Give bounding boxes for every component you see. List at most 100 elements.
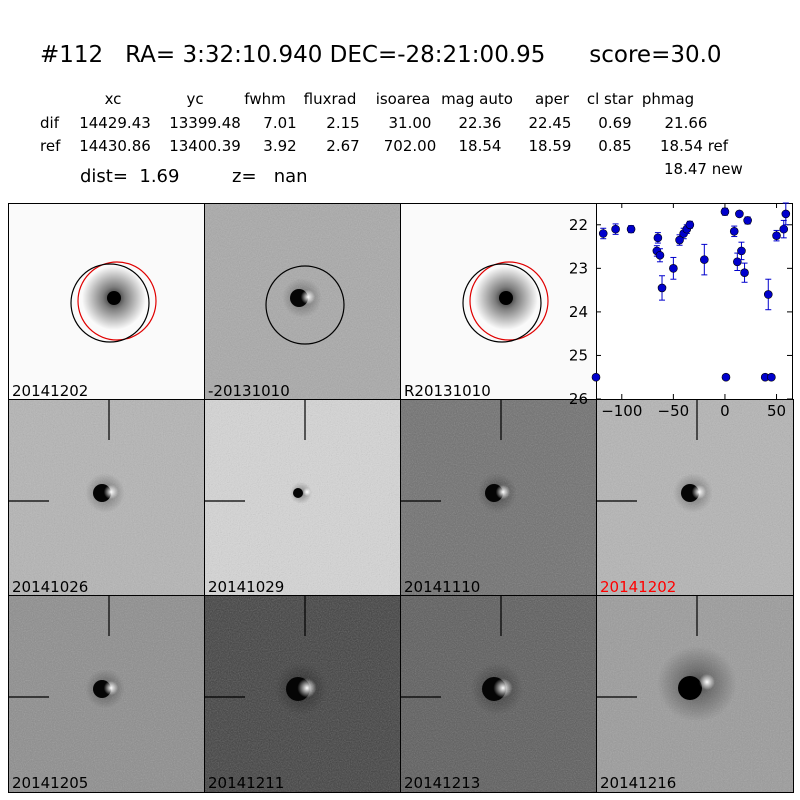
data-point bbox=[740, 268, 749, 277]
col-header-isoarea: isoarea bbox=[375, 90, 431, 108]
data-point bbox=[653, 233, 663, 243]
y-tick-label: 25 bbox=[569, 346, 588, 364]
table-cell: 3.92 bbox=[263, 137, 297, 155]
panel-date-label: R20131010 bbox=[404, 382, 491, 400]
image-panel: 20141216 bbox=[596, 595, 794, 793]
table-cell: 14430.86 bbox=[79, 137, 151, 155]
table-cell: 702.00 bbox=[383, 137, 437, 155]
table-cell: 14429.43 bbox=[79, 114, 151, 132]
col-header-cl-star: cl star bbox=[586, 90, 634, 108]
panel-date-label: 20141026 bbox=[12, 578, 89, 596]
col-header-fwhm: fwhm bbox=[244, 90, 286, 108]
row-label-ref: ref bbox=[40, 137, 61, 155]
image-panel: -20131010 bbox=[204, 203, 402, 401]
stamp-image bbox=[401, 400, 597, 596]
panel-date-label: -20131010 bbox=[208, 382, 290, 400]
table-cell: 2.15 bbox=[326, 114, 360, 132]
data-point bbox=[669, 264, 678, 273]
image-panel: 20141205 bbox=[8, 595, 206, 793]
dist-value: dist= 1.69 bbox=[80, 166, 180, 187]
image-panel: 20141029 bbox=[204, 399, 402, 597]
data-point bbox=[626, 224, 636, 234]
table-cell: 21.66 bbox=[664, 114, 708, 132]
table-cell: 22.36 bbox=[458, 114, 502, 132]
table-cell: 18.54 ref bbox=[660, 137, 729, 155]
data-point bbox=[721, 372, 731, 382]
y-tick-label: 23 bbox=[569, 259, 588, 277]
panel-date-label: 20141216 bbox=[600, 774, 677, 792]
image-panel: 20141026 bbox=[8, 399, 206, 597]
data-point bbox=[611, 224, 620, 234]
data-point bbox=[733, 257, 742, 267]
data-point bbox=[720, 207, 730, 217]
plot-frame bbox=[596, 203, 793, 400]
data-point bbox=[743, 216, 752, 225]
image-panel: R20131010 bbox=[400, 203, 598, 401]
x-tick-label: −50 bbox=[658, 402, 690, 420]
stamp-image bbox=[205, 204, 401, 400]
stamp-image bbox=[9, 400, 205, 596]
table-cell: 13400.39 bbox=[169, 137, 241, 155]
data-point bbox=[598, 229, 608, 238]
image-panel: 20141202 bbox=[596, 399, 794, 597]
data-point bbox=[700, 255, 709, 264]
table-cell: 2.67 bbox=[326, 137, 360, 155]
stamp-image bbox=[401, 596, 597, 792]
y-tick-label: 22 bbox=[569, 216, 588, 234]
stamp-image bbox=[205, 596, 401, 792]
data-point bbox=[591, 372, 601, 382]
page-title: #112 RA= 3:32:10.940 DEC=-28:21:00.95 sc… bbox=[40, 42, 722, 68]
table-cell: 0.85 bbox=[598, 137, 632, 155]
col-header-xc: xc bbox=[104, 90, 122, 108]
data-point bbox=[779, 224, 789, 234]
x-tick-label: 0 bbox=[720, 402, 730, 420]
row-label-dif: dif bbox=[40, 114, 59, 132]
stamp-image bbox=[597, 596, 793, 792]
panel-date-label: 20141202 bbox=[12, 382, 89, 400]
table-cell: 31.00 bbox=[388, 114, 432, 132]
col-header-mag-auto: mag auto bbox=[441, 90, 513, 108]
table-cell: 7.01 bbox=[263, 114, 297, 132]
data-point bbox=[655, 250, 665, 260]
panel-date-label: 20141029 bbox=[208, 578, 285, 596]
image-panel: 20141213 bbox=[400, 595, 598, 793]
phmag-new: 18.47 new bbox=[664, 160, 743, 178]
table-cell: 0.69 bbox=[598, 114, 632, 132]
data-point bbox=[735, 209, 744, 219]
stamp-image bbox=[401, 204, 597, 400]
col-header-yc: yc bbox=[186, 90, 204, 108]
image-panel: 20141202 bbox=[8, 203, 206, 401]
data-point bbox=[685, 220, 695, 230]
y-tick-label: 24 bbox=[569, 303, 588, 321]
data-point bbox=[767, 372, 776, 382]
light-curve-chart: −100 −50 0 50 22 23 24 25 26 bbox=[569, 202, 793, 420]
panel-date-label: 20141110 bbox=[404, 578, 481, 596]
data-point bbox=[675, 235, 684, 245]
data-point bbox=[763, 290, 773, 299]
panel-date-label: 20141202 bbox=[600, 578, 677, 596]
col-header-fluxrad: fluxrad bbox=[303, 90, 357, 108]
image-panel: 20141110 bbox=[400, 399, 598, 597]
table-cell: 18.59 bbox=[528, 137, 572, 155]
data-point bbox=[729, 227, 739, 236]
panel-date-label: 20141205 bbox=[12, 774, 89, 792]
stamp-image bbox=[597, 400, 793, 596]
table-cell: 13399.48 bbox=[169, 114, 241, 132]
panel-date-label: 20141211 bbox=[208, 774, 285, 792]
data-point bbox=[781, 209, 791, 219]
col-header-phmag: phmag bbox=[641, 90, 695, 108]
col-header-aper: aper bbox=[534, 90, 570, 108]
image-panel: 20141211 bbox=[204, 595, 402, 793]
x-tick-label: −100 bbox=[601, 402, 642, 420]
stamp-image bbox=[9, 596, 205, 792]
stamp-image bbox=[205, 400, 401, 596]
z-value: z= nan bbox=[232, 166, 308, 187]
table-cell: 22.45 bbox=[528, 114, 572, 132]
data-point bbox=[737, 246, 746, 256]
x-tick-label: 50 bbox=[767, 402, 786, 420]
y-tick-label: 26 bbox=[569, 390, 588, 408]
data-point bbox=[772, 231, 781, 240]
panel-date-label: 20141213 bbox=[404, 774, 481, 792]
data-point bbox=[657, 283, 667, 293]
stamp-image bbox=[9, 204, 205, 400]
